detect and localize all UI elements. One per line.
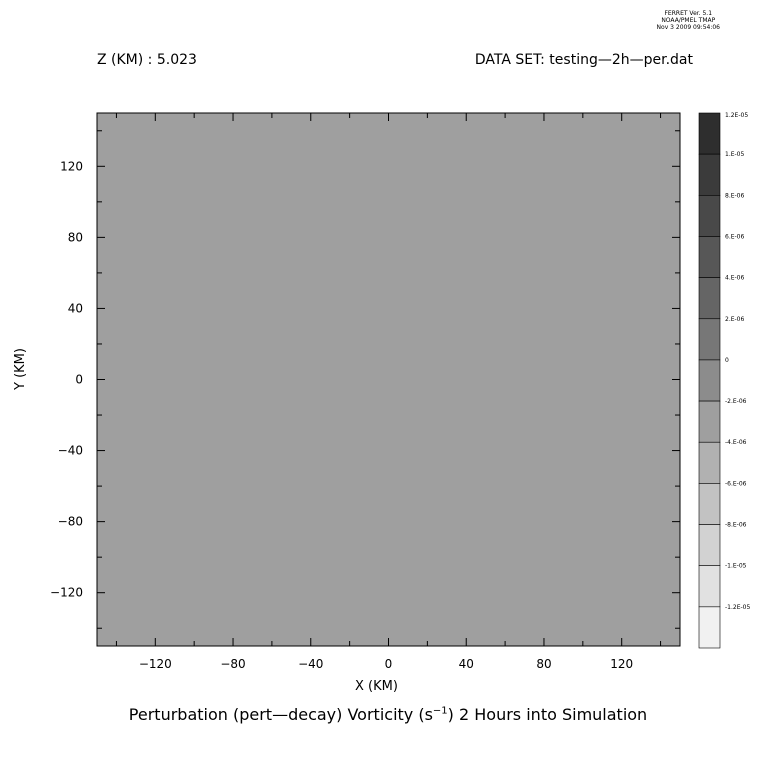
x-tick-label: −40 xyxy=(298,657,323,671)
x-tick-label: −80 xyxy=(220,657,245,671)
y-tick-label: −80 xyxy=(58,515,83,529)
x-tick-label: 0 xyxy=(385,657,393,671)
colorbar-swatch xyxy=(698,277,721,320)
colorbar-swatch xyxy=(698,400,721,443)
y-tick-label: 0 xyxy=(75,373,83,387)
colorbar-label: -6.E-06 xyxy=(725,480,747,487)
colorbar-label: -2.E-06 xyxy=(725,398,747,405)
colorbar-label: -1.2E-05 xyxy=(725,604,750,611)
background-field xyxy=(97,113,680,646)
x-axis-label: X (KM) xyxy=(355,679,398,694)
colorbar-swatch xyxy=(698,606,721,649)
z-level-label: Z (KM) : 5.023 xyxy=(97,52,197,68)
colorbar-label: -1.E-05 xyxy=(725,563,747,570)
colorbar-label: -4.E-06 xyxy=(725,439,747,446)
colorbar-label: -8.E-06 xyxy=(725,522,747,529)
y-tick-label: −120 xyxy=(50,586,83,600)
x-tick-label: 40 xyxy=(459,657,474,671)
colorbar-swatch xyxy=(698,318,721,361)
y-tick-label: 120 xyxy=(60,159,83,173)
colorbar-swatch xyxy=(698,359,721,402)
colorbar-label: 1.E-05 xyxy=(725,151,744,158)
colorbar-swatch xyxy=(698,236,721,278)
x-tick-label: 120 xyxy=(610,657,633,671)
colorbar-label: 4.E-06 xyxy=(725,275,744,282)
chart-title-unit-exponent: −1 xyxy=(432,705,448,717)
ferret-stamp: FERRET Ver. 5.1 NOAA/PMEL TMAP Nov 3 200… xyxy=(657,10,720,31)
stamp-line-3: Nov 3 2009 09:54:06 xyxy=(656,24,720,31)
colorbar-label: 0 xyxy=(725,357,729,364)
x-tick-label: 80 xyxy=(536,657,551,671)
chart-title-tail: ) 2 Hours into Simulation xyxy=(447,705,648,724)
colorbar-label: 1.2E-05 xyxy=(725,112,748,119)
colorbar-label: 2.E-06 xyxy=(725,316,744,323)
stamp-line-1: FERRET Ver. 5.1 xyxy=(664,10,713,17)
colorbar-label: 8.E-06 xyxy=(725,192,744,199)
y-tick-label: 80 xyxy=(68,230,83,244)
colorbar-swatch xyxy=(698,153,721,196)
colorbar-swatch xyxy=(698,195,721,237)
colorbar-swatch xyxy=(698,483,721,525)
chart-title-main: Perturbation (pert—decay) Vorticity (s xyxy=(128,705,433,724)
dataset-label: DATA SET: testing—2h—per.dat xyxy=(474,52,693,68)
colorbar-swatch xyxy=(698,112,721,155)
colorbar-swatch xyxy=(698,565,721,608)
colorbar-swatch xyxy=(698,524,721,566)
colorbar-label: 6.E-06 xyxy=(725,233,744,240)
y-axis-label: Y (KM) xyxy=(13,348,28,390)
y-tick-label: 40 xyxy=(68,301,83,315)
stamp-line-2: NOAA/PMEL TMAP xyxy=(661,17,716,24)
chart-title: Perturbation (pert—decay) Vorticity (s−1… xyxy=(0,705,760,724)
colorbar-swatch xyxy=(698,441,721,484)
x-tick-label: −120 xyxy=(139,657,172,671)
y-tick-label: −40 xyxy=(58,444,83,458)
